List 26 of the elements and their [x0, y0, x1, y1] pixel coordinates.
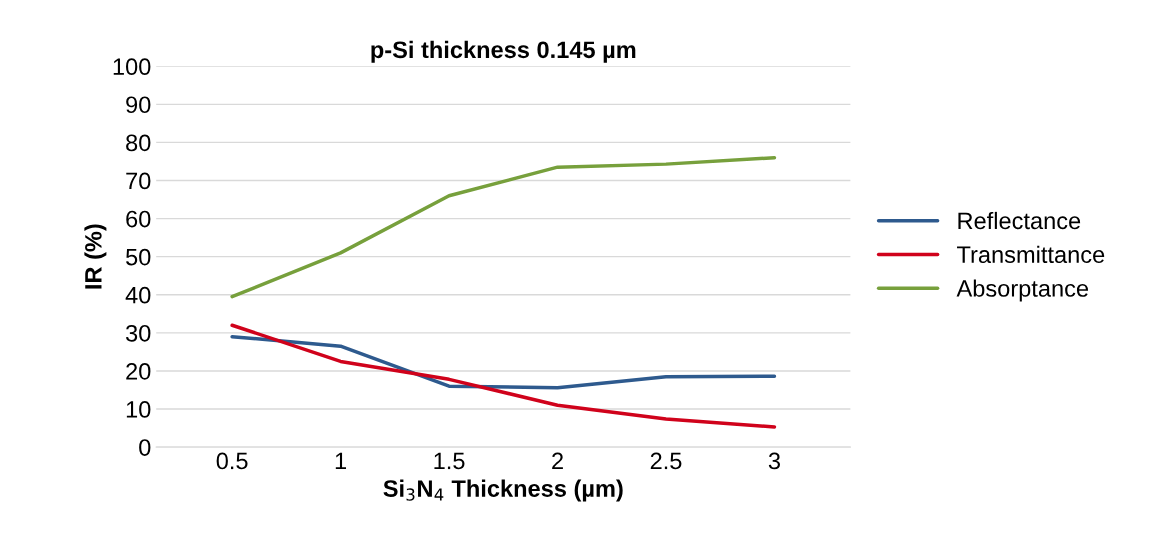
y-axis-title: IR (%): [84, 224, 107, 289]
y-tick-label: 10: [126, 401, 151, 418]
y-tick-label: 30: [125, 324, 151, 342]
legend-label: Transmittance: [957, 245, 1105, 264]
line-series: [230, 155, 777, 299]
x-tick-label: 1.5: [434, 452, 465, 470]
x-tick-label: 0.5: [216, 452, 248, 470]
x-tick-label: 1: [335, 452, 347, 470]
x-tick-label: 2.5: [650, 452, 682, 470]
y-tick-label: 20: [126, 363, 151, 380]
line-series: [230, 334, 777, 390]
y-tick-label: 100: [113, 58, 151, 76]
x-axis-title: Si$_{3}$N$_{4}$ Thickness (µm): [383, 479, 623, 502]
legend-label: Absorptance: [956, 279, 1089, 302]
x-tick-label: 2: [552, 452, 563, 470]
y-tick-label: 40: [125, 286, 151, 304]
legend-label: Reflectance: [958, 211, 1081, 230]
y-tick-label: 50: [126, 248, 151, 266]
y-tick-label: 80: [126, 134, 151, 152]
y-tick-label: 60: [126, 210, 151, 228]
x-tick-label: 3: [768, 452, 780, 470]
y-tick-label: 70: [126, 172, 151, 190]
chart-title: p-Si thickness 0.145 µm: [371, 40, 636, 63]
y-tick-label: 90: [126, 96, 151, 114]
line-series: [230, 323, 777, 429]
y-tick-label: 0: [139, 439, 151, 456]
